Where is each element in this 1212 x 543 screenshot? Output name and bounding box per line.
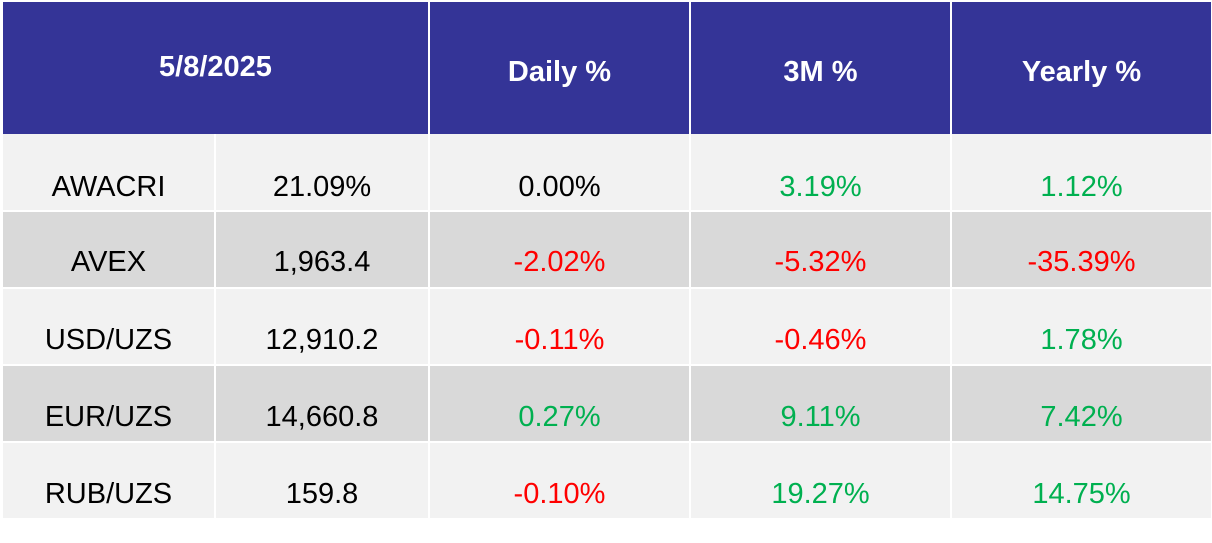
row-name: USD/UZS xyxy=(3,289,216,364)
row-daily: -0.10% xyxy=(430,443,691,518)
row-daily: -0.11% xyxy=(430,289,691,364)
header-three-month: 3M % xyxy=(691,2,952,134)
row-three-month: -0.46% xyxy=(691,289,952,364)
header-date: 5/8/2025 xyxy=(3,2,430,134)
row-three-month: -5.32% xyxy=(691,212,952,287)
row-name: AWACRI xyxy=(3,134,216,210)
row-yearly: 14.75% xyxy=(952,443,1211,518)
row-name: RUB/UZS xyxy=(3,443,216,518)
row-value: 12,910.2 xyxy=(216,289,430,364)
header-daily: Daily % xyxy=(430,2,691,134)
row-yearly: 1.12% xyxy=(952,134,1211,210)
row-three-month: 19.27% xyxy=(691,443,952,518)
row-value: 21.09% xyxy=(216,134,430,210)
row-value: 159.8 xyxy=(216,443,430,518)
row-daily: 0.27% xyxy=(430,366,691,441)
row-three-month: 3.19% xyxy=(691,134,952,210)
table-body: AWACRI 21.09% 0.00% 3.19% 1.12% AVEX 1,9… xyxy=(3,134,1211,518)
row-name: AVEX xyxy=(3,212,216,287)
row-value: 14,660.8 xyxy=(216,366,430,441)
market-table: 5/8/2025 Daily % 3M % Yearly % AWACRI 21… xyxy=(3,2,1211,518)
table-row: AVEX 1,963.4 -2.02% -5.32% -35.39% xyxy=(3,210,1211,287)
table-row: AWACRI 21.09% 0.00% 3.19% 1.12% xyxy=(3,134,1211,210)
row-three-month: 9.11% xyxy=(691,366,952,441)
row-name: EUR/UZS xyxy=(3,366,216,441)
row-daily: -2.02% xyxy=(430,212,691,287)
table-row: USD/UZS 12,910.2 -0.11% -0.46% 1.78% xyxy=(3,287,1211,364)
table-header-row: 5/8/2025 Daily % 3M % Yearly % xyxy=(3,2,1211,134)
row-value: 1,963.4 xyxy=(216,212,430,287)
table-row: RUB/UZS 159.8 -0.10% 19.27% 14.75% xyxy=(3,441,1211,518)
row-yearly: 1.78% xyxy=(952,289,1211,364)
row-daily: 0.00% xyxy=(430,134,691,210)
row-yearly: -35.39% xyxy=(952,212,1211,287)
header-yearly: Yearly % xyxy=(952,2,1211,134)
row-yearly: 7.42% xyxy=(952,366,1211,441)
table-row: EUR/UZS 14,660.8 0.27% 9.11% 7.42% xyxy=(3,364,1211,441)
